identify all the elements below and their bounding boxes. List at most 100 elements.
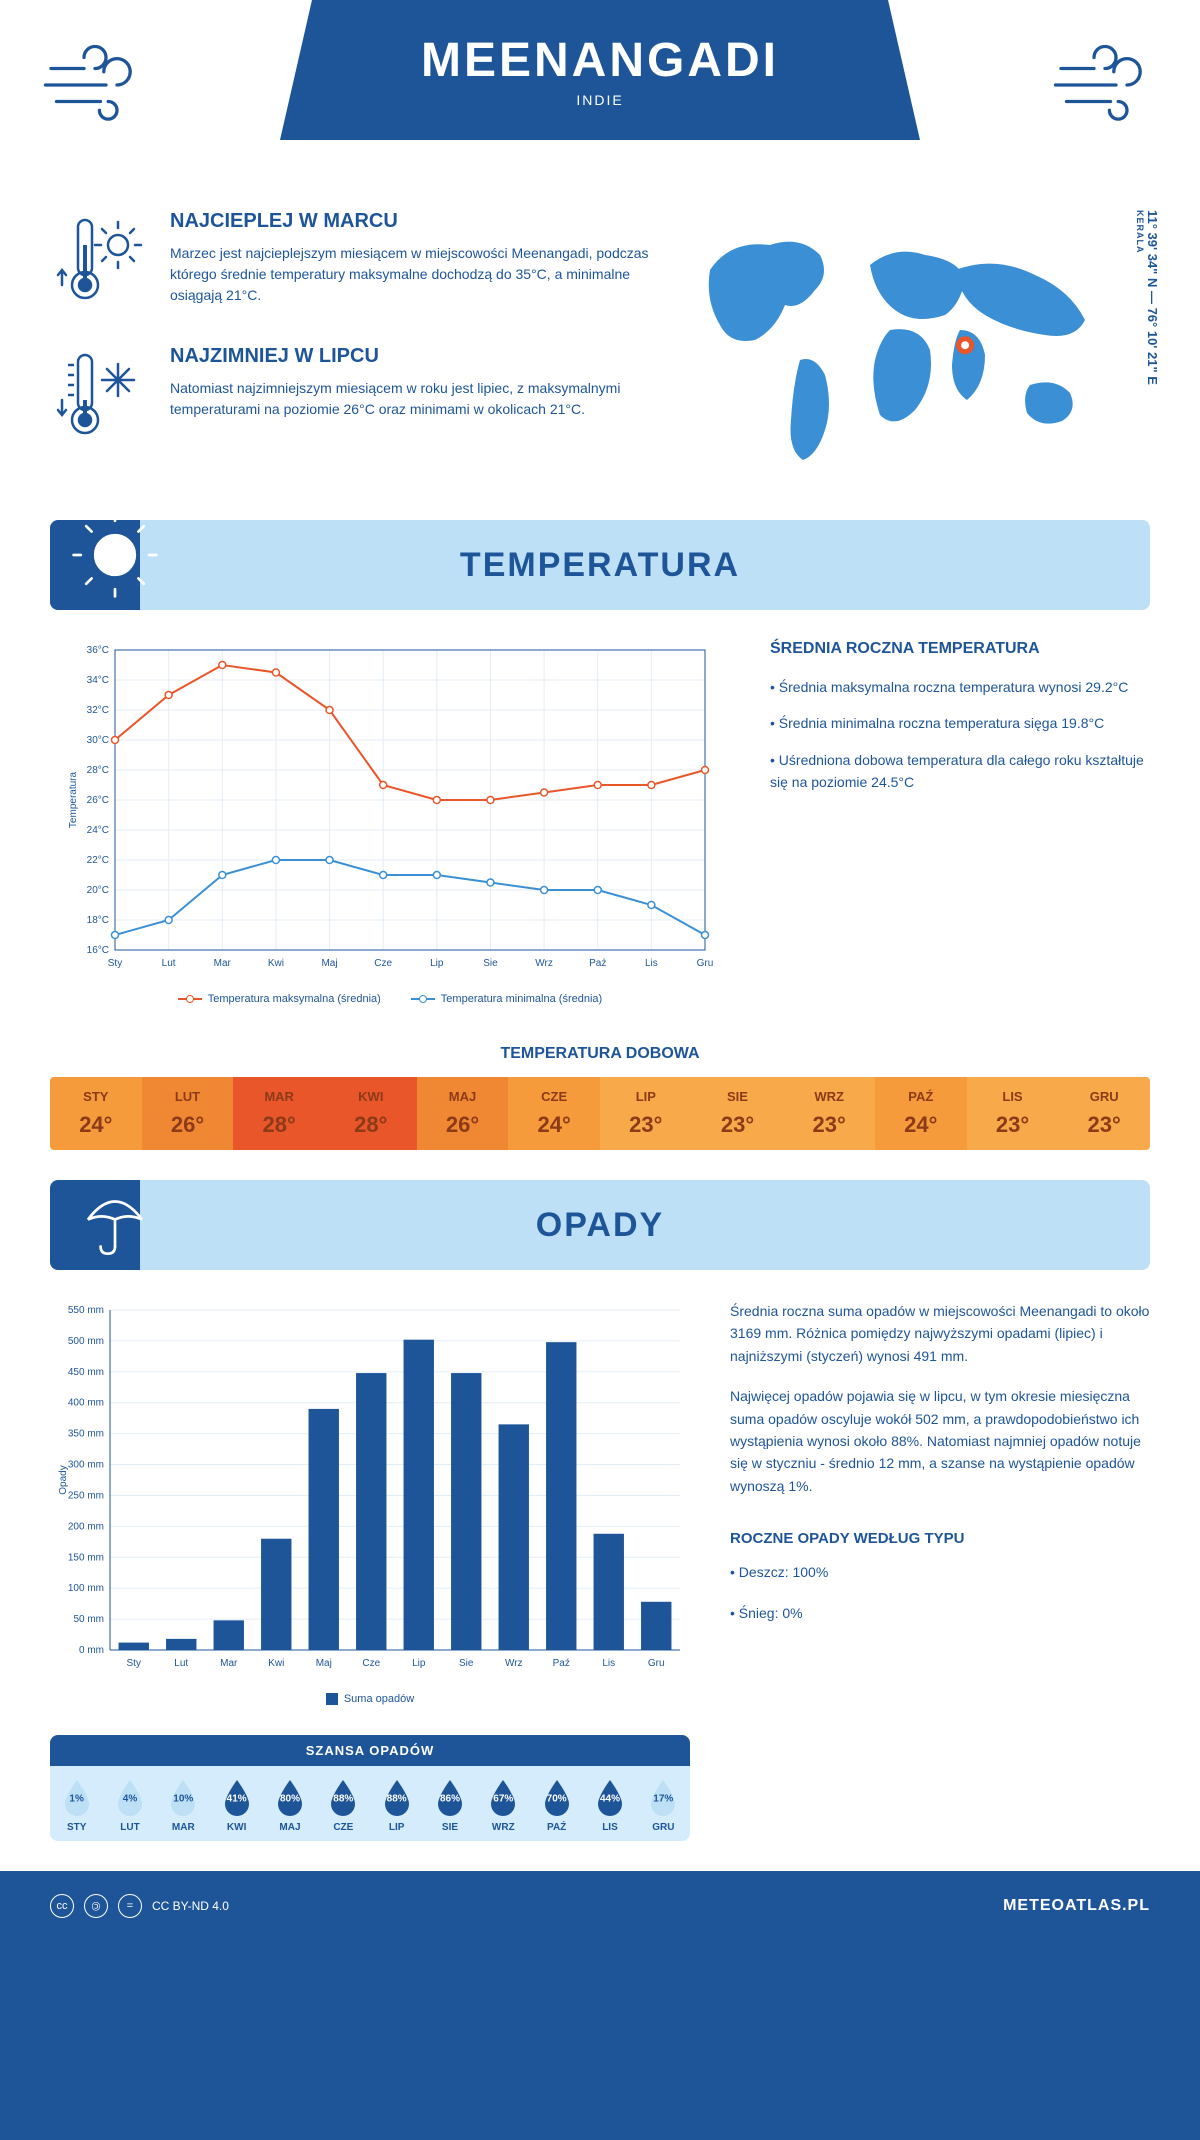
svg-text:Lut: Lut bbox=[174, 1658, 188, 1669]
svg-text:20°C: 20°C bbox=[87, 885, 109, 896]
svg-text:0 mm: 0 mm bbox=[79, 1645, 104, 1656]
temp-legend: Temperatura maksymalna (średnia) Tempera… bbox=[50, 993, 730, 1005]
raindrop-icon: 80% bbox=[274, 1778, 306, 1818]
svg-text:24°C: 24°C bbox=[87, 825, 109, 836]
hot-title: NAJCIEPLEJ W MARCU bbox=[170, 210, 650, 233]
opady-title: OPADY bbox=[536, 1206, 664, 1245]
daily-cell: CZE24° bbox=[508, 1077, 600, 1150]
rain-legend: Suma opadów bbox=[50, 1693, 690, 1705]
svg-text:250 mm: 250 mm bbox=[68, 1490, 104, 1501]
country-name: INDIE bbox=[576, 92, 623, 108]
svg-text:Lut: Lut bbox=[162, 958, 176, 969]
svg-text:Wrz: Wrz bbox=[535, 958, 553, 969]
svg-text:200 mm: 200 mm bbox=[68, 1521, 104, 1532]
rain-type2: • Śnieg: 0% bbox=[730, 1602, 1150, 1624]
daily-cell: LUT26° bbox=[142, 1077, 234, 1150]
svg-text:550 mm: 550 mm bbox=[68, 1305, 104, 1316]
svg-text:16°C: 16°C bbox=[87, 945, 109, 956]
license-text: CC BY-ND 4.0 bbox=[152, 1899, 229, 1913]
city-name: MEENANGADI bbox=[421, 33, 779, 88]
hot-summary: NAJCIEPLEJ W MARCU Marzec jest najcieple… bbox=[50, 210, 650, 315]
svg-text:Maj: Maj bbox=[321, 958, 337, 969]
temperature-title: TEMPERATURA bbox=[460, 546, 740, 585]
by-icon: 🄯 bbox=[84, 1894, 108, 1918]
svg-text:34°C: 34°C bbox=[87, 675, 109, 686]
chance-cell: 80% MAJ bbox=[263, 1766, 316, 1841]
rain-p1: Średnia roczna suma opadów w miejscowośc… bbox=[730, 1300, 1150, 1367]
chance-cell: 44% LIS bbox=[583, 1766, 636, 1841]
avg-temp-title: ŚREDNIA ROCZNA TEMPERATURA bbox=[770, 640, 1150, 658]
daily-cell: MAR28° bbox=[233, 1077, 325, 1150]
svg-text:Kwi: Kwi bbox=[268, 1658, 284, 1669]
svg-text:Sty: Sty bbox=[127, 1658, 141, 1669]
raindrop-icon: 44% bbox=[594, 1778, 626, 1818]
svg-text:350 mm: 350 mm bbox=[68, 1429, 104, 1440]
rain-type1: • Deszcz: 100% bbox=[730, 1561, 1150, 1583]
svg-text:Lip: Lip bbox=[412, 1658, 426, 1669]
chance-cell: 88% CZE bbox=[317, 1766, 370, 1841]
svg-text:Kwi: Kwi bbox=[268, 958, 284, 969]
svg-text:500 mm: 500 mm bbox=[68, 1336, 104, 1347]
svg-text:Mar: Mar bbox=[220, 1658, 238, 1669]
svg-text:Opady: Opady bbox=[58, 1465, 69, 1494]
svg-text:300 mm: 300 mm bbox=[68, 1460, 104, 1471]
svg-text:400 mm: 400 mm bbox=[68, 1398, 104, 1409]
svg-text:50 mm: 50 mm bbox=[73, 1614, 104, 1625]
footer-license: cc 🄯 = CC BY-ND 4.0 bbox=[50, 1894, 229, 1918]
page: MEENANGADI INDIE bbox=[0, 0, 1200, 1941]
opady-section-header: OPADY bbox=[50, 1180, 1150, 1270]
chance-cell: 88% LIP bbox=[370, 1766, 423, 1841]
svg-text:Paź: Paź bbox=[553, 1658, 570, 1669]
temperature-section-header: TEMPERATURA bbox=[50, 520, 1150, 610]
raindrop-icon: 10% bbox=[167, 1778, 199, 1818]
header: MEENANGADI INDIE bbox=[0, 0, 1200, 180]
avg-temp-b3: • Uśredniona dobowa temperatura dla całe… bbox=[770, 749, 1150, 794]
umbrella-icon bbox=[70, 1170, 160, 1280]
svg-text:30°C: 30°C bbox=[87, 735, 109, 746]
raindrop-icon: 41% bbox=[221, 1778, 253, 1818]
legend-max: Temperatura maksymalna (średnia) bbox=[208, 993, 381, 1005]
rain-legend-label: Suma opadów bbox=[344, 1693, 414, 1705]
svg-text:26°C: 26°C bbox=[87, 795, 109, 806]
chance-cell: 67% WRZ bbox=[477, 1766, 530, 1841]
hot-desc: Marzec jest najcieplejszym miesiącem w m… bbox=[170, 243, 650, 306]
svg-text:Lis: Lis bbox=[645, 958, 658, 969]
hot-text: NAJCIEPLEJ W MARCU Marzec jest najcieple… bbox=[170, 210, 650, 315]
site-name: METEOATLAS.PL bbox=[1003, 1897, 1150, 1915]
rain-type-title: ROCZNE OPADY WEDŁUG TYPU bbox=[730, 1527, 1150, 1551]
daily-cell: LIP23° bbox=[600, 1077, 692, 1150]
cold-text: NAJZIMNIEJ W LIPCU Natomiast najzimniejs… bbox=[170, 345, 650, 450]
avg-temp-b1: • Średnia maksymalna roczna temperatura … bbox=[770, 676, 1150, 698]
svg-text:Wrz: Wrz bbox=[505, 1658, 523, 1669]
svg-text:Sty: Sty bbox=[108, 958, 122, 969]
raindrop-icon: 70% bbox=[541, 1778, 573, 1818]
chance-cell: 86% SIE bbox=[423, 1766, 476, 1841]
svg-text:150 mm: 150 mm bbox=[68, 1552, 104, 1563]
chance-cell: 4% LUT bbox=[103, 1766, 156, 1841]
summary-section: NAJCIEPLEJ W MARCU Marzec jest najcieple… bbox=[0, 180, 1200, 520]
temp-summary: NAJCIEPLEJ W MARCU Marzec jest najcieple… bbox=[50, 210, 650, 480]
raindrop-icon: 88% bbox=[381, 1778, 413, 1818]
cold-summary: NAJZIMNIEJ W LIPCU Natomiast najzimniejs… bbox=[50, 345, 650, 450]
svg-text:Maj: Maj bbox=[316, 1658, 332, 1669]
chance-cell: 10% MAR bbox=[157, 1766, 210, 1841]
chance-panel: SZANSA OPADÓW 1% STY 4% LUT 10% MAR 41% … bbox=[50, 1735, 690, 1841]
svg-text:Cze: Cze bbox=[374, 958, 392, 969]
cold-desc: Natomiast najzimniejszym miesiącem w rok… bbox=[170, 378, 650, 420]
chance-cell: 41% KWI bbox=[210, 1766, 263, 1841]
coordinates: 11° 39' 34" N — 76° 10' 21" E KERALA bbox=[1135, 210, 1160, 470]
rain-bar-chart: 0 mm50 mm100 mm150 mm200 mm250 mm300 mm3… bbox=[50, 1300, 690, 1841]
daily-cell: LIS23° bbox=[967, 1077, 1059, 1150]
raindrop-icon: 4% bbox=[114, 1778, 146, 1818]
avg-temp-b2: • Średnia minimalna roczna temperatura s… bbox=[770, 712, 1150, 734]
opady-section: 0 mm50 mm100 mm150 mm200 mm250 mm300 mm3… bbox=[0, 1300, 1200, 1871]
nd-icon: = bbox=[118, 1894, 142, 1918]
svg-text:Gru: Gru bbox=[648, 1658, 665, 1669]
cc-icon: cc bbox=[50, 1894, 74, 1918]
wind-icon bbox=[40, 30, 150, 140]
temp-line-chart: 16°C18°C20°C22°C24°C26°C28°C30°C32°C34°C… bbox=[50, 640, 730, 1005]
map-column: 11° 39' 34" N — 76° 10' 21" E KERALA bbox=[690, 210, 1150, 480]
raindrop-icon: 17% bbox=[647, 1778, 679, 1818]
temp-sidebar: ŚREDNIA ROCZNA TEMPERATURA • Średnia mak… bbox=[770, 640, 1150, 1005]
thermometer-hot-icon bbox=[50, 210, 150, 315]
